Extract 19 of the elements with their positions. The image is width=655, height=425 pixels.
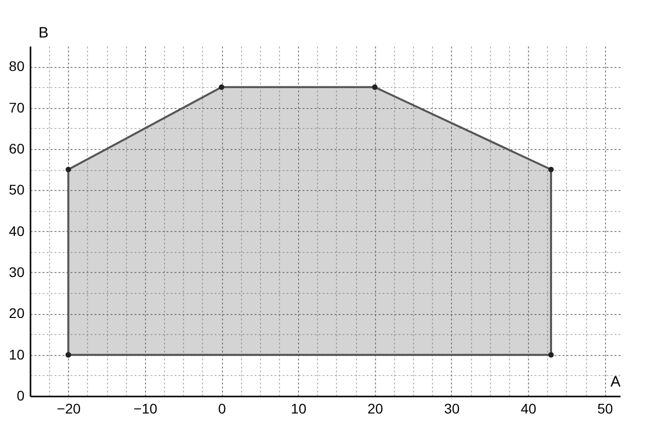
x-axis-title: A: [610, 374, 620, 390]
y-tick-label: 70: [8, 99, 25, 116]
y-tick-label: 20: [8, 305, 25, 322]
x-tick-label: 40: [520, 400, 537, 416]
y-tick-label: 30: [8, 264, 25, 280]
y-axis-title: B: [38, 24, 49, 42]
y-tick-label: 10: [8, 346, 25, 362]
x-tick-label: 10: [290, 400, 307, 416]
x-tick-label: 30: [444, 400, 460, 416]
y-tick-label: 50: [8, 182, 25, 198]
y-tick-label: 0: [16, 388, 25, 404]
x-tick-label: 50: [597, 400, 614, 416]
x-tick-label: 20: [368, 400, 384, 416]
x-tick-label: −10: [134, 400, 158, 416]
x-tick-label: −20: [56, 400, 81, 416]
y-tick-label: 60: [8, 140, 25, 156]
y-tick-label: 40: [8, 222, 25, 239]
y-tick-label: 80: [8, 58, 25, 74]
x-tick-label: 0: [218, 400, 226, 416]
